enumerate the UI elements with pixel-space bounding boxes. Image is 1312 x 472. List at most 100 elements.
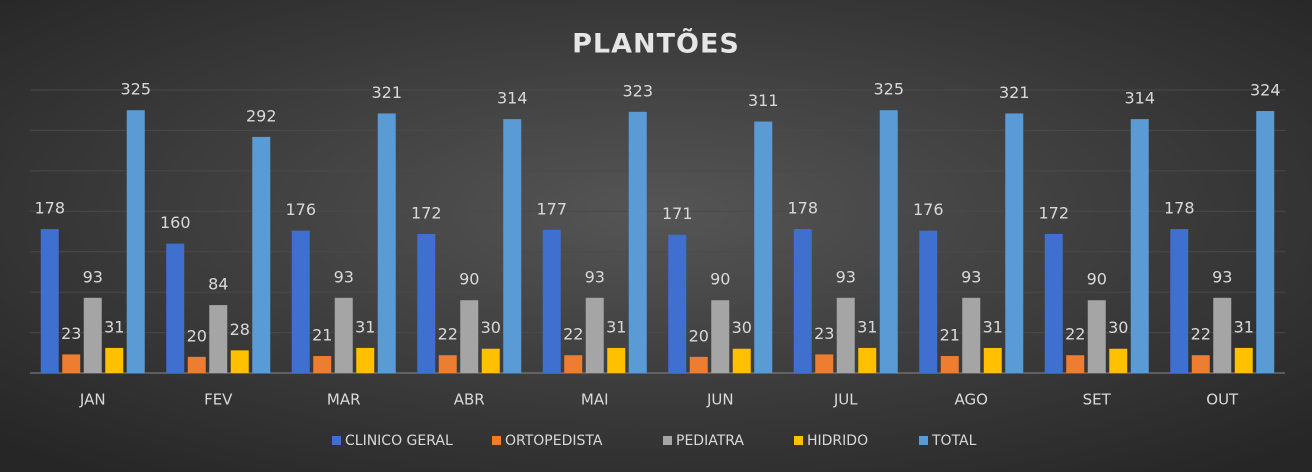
data-label: 93 — [334, 267, 354, 286]
data-label: 323 — [622, 81, 653, 100]
data-label: 30 — [481, 318, 501, 337]
data-label: 292 — [246, 106, 277, 125]
legend-label: TOTAL — [931, 433, 977, 449]
data-label: 314 — [497, 89, 528, 108]
bar — [1130, 119, 1149, 373]
data-label: 31 — [983, 317, 1003, 336]
bar — [858, 347, 877, 373]
x-tick-label: MAR — [327, 391, 361, 409]
bar — [836, 297, 855, 373]
bar — [754, 121, 773, 373]
data-label: 178 — [34, 199, 65, 218]
data-label: 171 — [662, 204, 693, 223]
data-label: 325 — [120, 80, 151, 99]
bar — [1191, 355, 1210, 373]
bar — [542, 229, 561, 373]
data-label: 311 — [748, 91, 779, 110]
legend-swatch — [492, 436, 501, 445]
legend-swatch — [919, 436, 928, 445]
bar — [668, 234, 687, 373]
data-label: 22 — [1191, 325, 1211, 344]
bar — [564, 355, 583, 373]
legend-label: ORTOPEDISTA — [505, 433, 603, 449]
bar — [1213, 297, 1232, 373]
data-label: 22 — [1065, 325, 1085, 344]
bar — [689, 356, 708, 373]
bar — [252, 136, 271, 373]
x-tick-label: MAI — [581, 391, 609, 409]
bar — [628, 111, 647, 374]
legend-swatch — [663, 436, 672, 445]
data-label: 31 — [606, 317, 626, 336]
bar — [585, 297, 604, 373]
bar — [209, 305, 228, 373]
data-label: 178 — [787, 199, 818, 218]
bar — [711, 300, 730, 373]
data-label: 21 — [940, 326, 960, 345]
bar — [291, 230, 310, 373]
legend-label: HIDRIDO — [807, 433, 868, 449]
data-label: 93 — [585, 267, 605, 286]
x-tick-label: JUN — [706, 391, 734, 409]
bar — [1109, 348, 1128, 373]
x-tick-label: JUL — [833, 391, 858, 409]
bar — [438, 355, 457, 373]
bar — [356, 347, 375, 373]
bar — [1256, 111, 1275, 373]
x-tick-label: JAN — [79, 391, 106, 409]
data-label: 30 — [1108, 318, 1128, 337]
bar — [1044, 233, 1063, 373]
bar — [105, 347, 124, 373]
bar — [815, 354, 834, 373]
data-label: 20 — [187, 326, 207, 345]
data-label: 93 — [83, 267, 103, 286]
data-label: 172 — [411, 203, 442, 222]
x-tick-label: FEV — [204, 391, 233, 409]
chart-title: PLANTÕES — [572, 28, 740, 60]
data-label: 21 — [312, 326, 332, 345]
bar — [417, 233, 436, 373]
data-label: 23 — [814, 324, 834, 343]
bar — [62, 354, 81, 373]
data-label: 325 — [873, 80, 904, 99]
data-label: 31 — [1234, 317, 1254, 336]
bar — [83, 297, 102, 373]
bar — [40, 229, 59, 373]
bar — [793, 229, 812, 373]
data-label: 23 — [61, 324, 81, 343]
data-label: 324 — [1250, 81, 1281, 100]
data-label: 84 — [208, 275, 228, 294]
bar — [460, 300, 479, 373]
bar — [313, 356, 332, 373]
data-label: 321 — [371, 83, 402, 102]
data-label: 93 — [1212, 267, 1232, 286]
bar — [230, 350, 249, 373]
bar — [919, 230, 938, 373]
data-label: 93 — [961, 267, 981, 286]
legend-swatch — [332, 436, 341, 445]
data-label: 90 — [710, 270, 730, 289]
data-label: 31 — [104, 317, 124, 336]
x-tick-label: AGO — [955, 391, 988, 409]
data-label: 20 — [689, 326, 709, 345]
data-label: 31 — [857, 317, 877, 336]
bar — [1234, 347, 1253, 373]
bar — [879, 110, 898, 373]
legend-swatch — [794, 436, 803, 445]
bar — [377, 113, 396, 373]
bar — [1005, 113, 1024, 373]
data-label: 28 — [230, 320, 250, 339]
bar — [1087, 300, 1106, 373]
bar — [940, 356, 959, 373]
bar — [166, 243, 185, 373]
legend-label: PEDIATRA — [676, 433, 744, 449]
data-label: 176 — [913, 200, 944, 219]
bar — [732, 348, 751, 373]
x-tick-label: OUT — [1206, 391, 1239, 409]
x-tick-label: ABR — [454, 391, 485, 409]
data-label: 90 — [459, 270, 479, 289]
bar — [126, 110, 145, 373]
data-label: 93 — [836, 267, 856, 286]
